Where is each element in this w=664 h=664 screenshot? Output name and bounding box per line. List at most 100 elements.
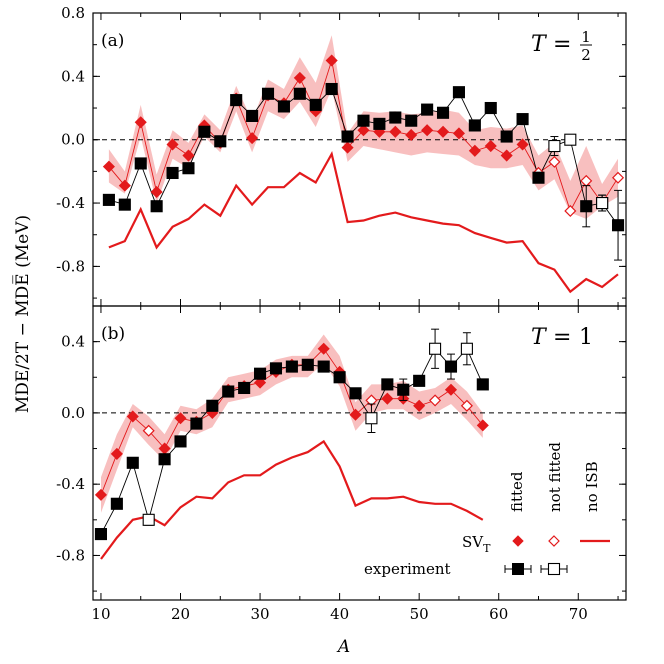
experiment-fitted-point — [261, 87, 275, 100]
legend-row-experiment: experiment — [364, 560, 451, 578]
experiment-fitted-point — [452, 86, 465, 99]
svt-fitted-point — [357, 124, 370, 137]
no-isb-line — [100, 439, 484, 560]
experiment-not-fitted-point — [548, 139, 561, 153]
experiment-fitted-point — [277, 100, 290, 113]
legend-column-header: no ISB — [583, 461, 601, 512]
experiment-fitted-point — [421, 103, 434, 116]
experiment-fitted-point — [134, 157, 147, 170]
x-tick-label: 20 — [171, 605, 190, 623]
y-tick-label: -0.4 — [56, 194, 85, 212]
svt-fitted-point — [246, 132, 259, 145]
x-tick-label: 10 — [91, 605, 110, 623]
svt-not-fitted-point — [548, 155, 561, 168]
svt-fitted-point — [413, 399, 426, 412]
experiment-fitted-point — [166, 166, 179, 180]
panel-title-equals: = — [553, 32, 571, 57]
svt-fitted-point — [166, 138, 179, 151]
experiment-fitted-point — [309, 98, 322, 111]
svt-not-fitted-point — [460, 399, 473, 412]
experiment-fitted-point — [118, 198, 131, 211]
panel-title-variable: T — [531, 325, 548, 350]
experiment-fitted-point — [349, 387, 362, 400]
svt-fitted-point — [118, 179, 131, 192]
experiment-fitted-point — [516, 113, 529, 126]
svt-fitted-point — [476, 419, 489, 432]
experiment-fitted-point — [580, 200, 593, 213]
svt-fitted-point — [516, 138, 529, 151]
panel-label: (b) — [101, 324, 125, 344]
plot-frame — [92, 305, 627, 601]
legend-svt-fitted-marker — [512, 535, 524, 547]
svt-not-fitted-point — [564, 204, 577, 218]
svt-fitted-point — [405, 128, 418, 141]
panel-title-numerator: 1 — [581, 28, 591, 46]
panel-title-equals: = — [553, 325, 571, 350]
legend-exp-fitted-marker — [512, 563, 524, 575]
experiment-fitted-point — [413, 374, 426, 387]
y-tick-label: 0.4 — [61, 67, 85, 85]
svt-fitted-point — [421, 124, 434, 137]
svt-fitted-point — [174, 412, 187, 425]
experiment-fitted-point — [293, 87, 306, 100]
legend-svt-subscript: T — [483, 542, 491, 555]
y-tick-label: 0.0 — [61, 404, 85, 422]
experiment-fitted-point — [405, 114, 418, 127]
svt-fitted-point — [452, 127, 465, 140]
experiment-fitted-point — [246, 109, 259, 122]
experiment-fitted-point — [238, 381, 251, 395]
experiment-fitted-point — [317, 360, 330, 373]
x-tick-label: 60 — [489, 605, 508, 623]
legend-svt-label: SV — [462, 533, 484, 551]
panel-label: (a) — [101, 31, 124, 51]
legend-svt-not-fitted-marker — [548, 535, 560, 547]
legend-row-svt: SVT — [462, 533, 491, 555]
svt-fitted-point — [349, 408, 362, 421]
svt-not-fitted-point — [142, 424, 155, 437]
svt-fitted-point — [389, 125, 402, 138]
experiment-fitted-point — [214, 135, 227, 148]
svt-fitted-point — [110, 447, 123, 460]
panel-a: -0.8 -0.4 0.0 0.4 0.8 (a) T = 12 — [56, 4, 627, 307]
svt-not-fitted-point — [429, 394, 442, 407]
svt-fitted-point — [468, 144, 481, 157]
experiment-fitted-point — [444, 360, 458, 373]
experiment-fitted-point — [381, 378, 394, 391]
experiment-fitted-point — [611, 219, 625, 232]
svt-fitted-point — [325, 54, 338, 67]
experiment-not-fitted-point — [142, 513, 155, 526]
experiment-fitted-point — [254, 367, 267, 380]
experiment-fitted-point — [285, 360, 298, 373]
experiment-fitted-point — [373, 117, 386, 130]
experiment-fitted-point — [230, 94, 243, 107]
experiment-fitted-point — [532, 171, 545, 184]
experiment-fitted-point — [333, 371, 346, 384]
experiment-fitted-point — [269, 362, 283, 375]
x-tick-label: 40 — [330, 605, 349, 623]
experiment-fitted-point — [500, 130, 513, 143]
x-tick-label: 50 — [410, 605, 429, 623]
experiment-not-fitted-point — [460, 342, 473, 355]
experiment-fitted-point — [150, 200, 163, 213]
panel-title-value: 1 — [579, 325, 593, 350]
legend-column-header: not fitted — [546, 442, 564, 512]
svt-fitted-point — [341, 141, 354, 154]
experiment-fitted-point — [182, 162, 195, 175]
experiment-fitted-point — [206, 399, 219, 412]
svt-fitted-point — [436, 125, 450, 138]
svt-fitted-point — [182, 149, 195, 162]
y-axis-title: MDE/2T − MDE̅ (MeV) — [12, 215, 33, 413]
legend-exp-not-fitted-marker — [547, 562, 561, 576]
experiment-fitted-point — [222, 385, 235, 398]
svt-fitted-point — [94, 488, 108, 501]
svt-fitted-point — [102, 160, 115, 173]
svt-fitted-point — [381, 392, 394, 405]
experiment-not-fitted-point — [596, 197, 609, 210]
experiment-fitted-point — [94, 528, 108, 541]
svt-fitted-point — [293, 71, 306, 84]
experiment-fitted-point — [397, 383, 410, 396]
experiment-fitted-point — [198, 125, 211, 138]
panel-title-variable: T — [531, 32, 548, 57]
